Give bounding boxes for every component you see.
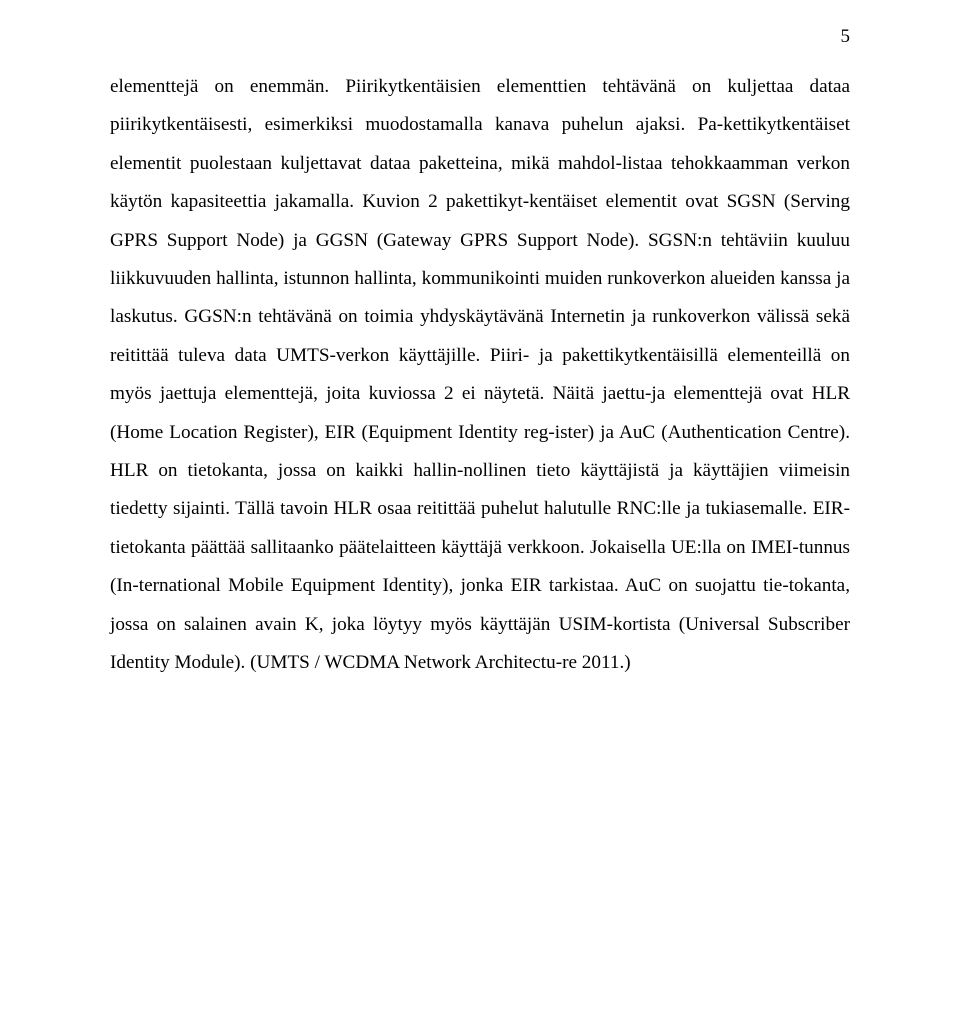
body-paragraph: elementtejä on enemmän. Piirikytkentäisi… <box>110 68 850 683</box>
document-page: 5 elementtejä on enemmän. Piirikytkentäi… <box>0 0 960 1011</box>
page-number: 5 <box>841 26 851 48</box>
